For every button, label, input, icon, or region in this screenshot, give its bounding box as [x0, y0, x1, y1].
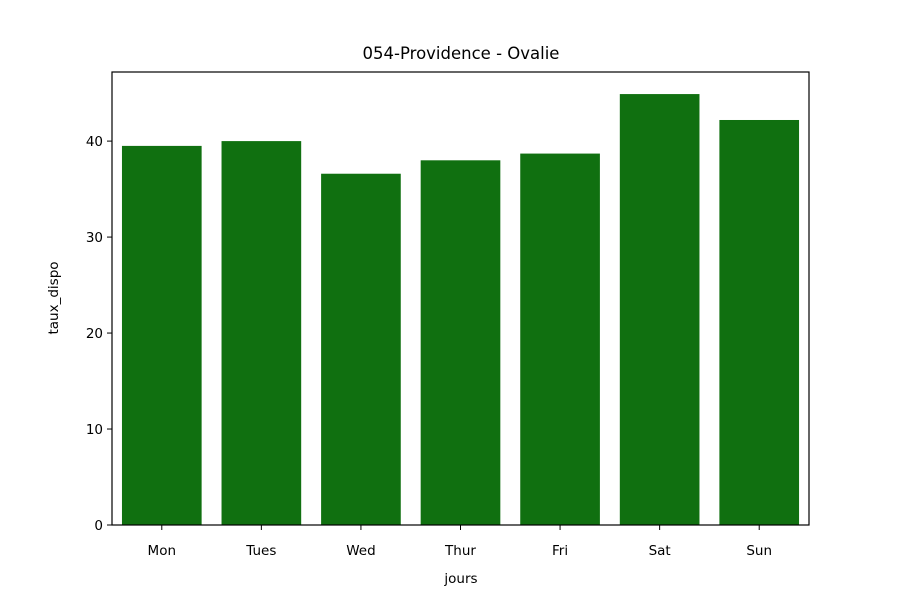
bar-sat	[619, 94, 700, 525]
y-tick-label: 0	[94, 518, 103, 534]
x-axis-ticks: Mon Tues Wed Thur Fri Sat Sun	[148, 525, 772, 559]
x-tick-label: Fri	[552, 543, 568, 559]
y-axis-ticks: 0 10 20 30 40	[86, 134, 112, 534]
bar-sun	[719, 119, 800, 526]
bars-group	[121, 94, 800, 526]
x-tick-label: Sun	[746, 543, 772, 559]
bar-mon	[121, 145, 202, 525]
x-axis-label: jours	[443, 571, 477, 587]
x-tick-label: Sat	[649, 543, 671, 559]
bar-tues	[221, 141, 302, 525]
bar-fri	[520, 153, 600, 525]
bar-thur	[420, 160, 501, 526]
plot-frame	[111, 71, 810, 526]
y-tick-label: 40	[86, 134, 103, 150]
x-tick-label: Tues	[245, 543, 276, 559]
x-tick-label: Mon	[148, 543, 176, 559]
x-tick-label: Thur	[444, 543, 476, 559]
x-tick-label: Wed	[346, 543, 375, 559]
chart-title: 054-Providence - Ovalie	[363, 44, 560, 63]
y-tick-label: 30	[86, 230, 103, 246]
y-axis-label: taux_dispo	[46, 261, 62, 334]
y-tick-label: 10	[86, 422, 103, 438]
bar-wed	[321, 173, 401, 526]
y-tick-label: 20	[86, 326, 103, 342]
